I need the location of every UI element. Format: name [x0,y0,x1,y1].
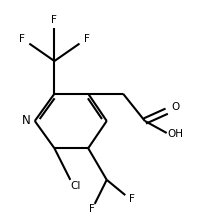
Text: F: F [84,34,90,44]
Text: O: O [171,102,180,112]
Text: F: F [19,34,25,44]
Text: F: F [129,194,135,204]
Text: N: N [22,114,31,128]
Text: F: F [89,204,95,214]
Text: F: F [51,15,57,25]
Text: Cl: Cl [70,181,80,191]
Text: OH: OH [167,129,183,139]
